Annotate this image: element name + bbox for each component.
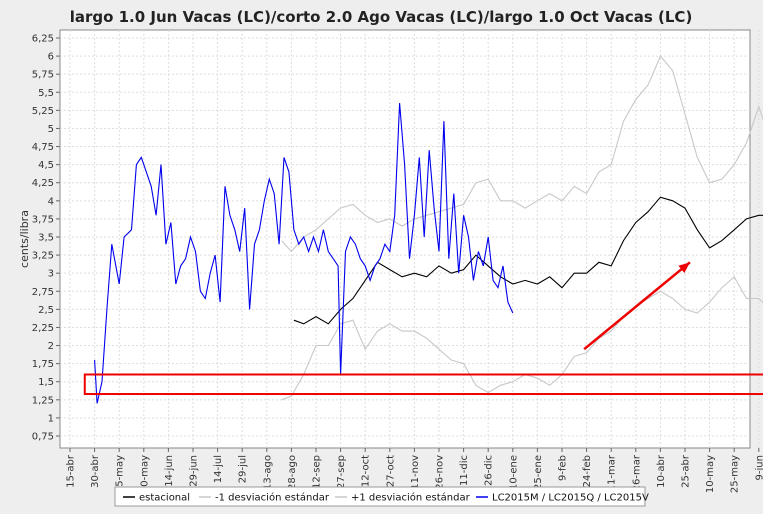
y-tick-label: 1,25 [32, 395, 54, 406]
y-tick-label: 2 [48, 341, 54, 352]
x-tick-label: 30-abr [90, 454, 101, 488]
y-tick-label: 5 [48, 124, 54, 135]
highlight-box [83, 373, 763, 396]
x-tick-label: 30-may [139, 455, 150, 493]
trend-arrow [583, 261, 691, 351]
x-tick-label: 25-abr [681, 454, 692, 488]
series-line-lc2015m-lc2015q-lc2015v [94, 103, 514, 404]
gridlines [60, 30, 760, 448]
y-tick-label: 2,25 [32, 323, 54, 334]
x-axis-ticks: 15-abr 30-abr 15-may 30-may 14-jun 29-jun 14-j… [66, 448, 763, 493]
y-tick-label: 4,25 [32, 178, 54, 189]
x-tick-label: 15-abr [66, 454, 77, 488]
x-tick-label: 26-dic [484, 455, 495, 486]
y-tick-label: 1 [48, 413, 54, 424]
chart-title: largo 1.0 Jun Vacas (LC)/corto 2.0 Ago V… [70, 8, 693, 26]
legend: estacional -1 desviación estándar +1 desvi… [114, 486, 649, 507]
y-tick-label: 5,75 [32, 70, 54, 81]
x-tick-label: 25-may [730, 455, 741, 493]
x-tick-label: 14-jul [213, 455, 224, 483]
y-tick-label: 4,75 [32, 142, 54, 153]
x-tick-label: 11-nov [410, 455, 421, 490]
annotations [83, 261, 763, 396]
x-tick-label: 11-mar [607, 454, 618, 491]
y-tick-label: 3,25 [32, 251, 54, 262]
y-tick-label: 3,5 [38, 233, 54, 244]
y-tick-label: 2,5 [38, 305, 54, 316]
y-tick-label: 5,5 [38, 88, 54, 99]
x-tick-label: 27-oct [385, 455, 396, 487]
y-tick-label: 2,75 [32, 287, 54, 298]
x-tick-label: 10-may [705, 455, 716, 493]
legend-label: -1 desviación estándar [215, 492, 330, 504]
x-tick-label: 15-may [115, 455, 126, 493]
y-tick-label: 4 [48, 196, 54, 207]
y-axis-ticks: 0,75 1 1,25 1,5 1,75 2 2,25 2,5 2,75 3 3,25 3,5 3,75… [32, 34, 60, 443]
x-tick-label: 9-jun [754, 455, 763, 480]
x-tick-label: 12-oct [361, 455, 372, 487]
y-tick-label: 6,25 [32, 34, 54, 45]
legend-label: +1 desviación estándar [351, 492, 471, 504]
x-tick-label: 10-abr [656, 454, 667, 488]
x-tick-label: 10-ene [508, 455, 519, 490]
arrow-head [678, 262, 690, 273]
legend-label: estacional [139, 493, 190, 504]
x-tick-label: 13-ago [262, 455, 273, 490]
x-tick-label: 14-jun [164, 455, 175, 487]
x-tick-label: 12-sep [312, 455, 323, 489]
x-tick-label: 29-jun [189, 455, 200, 487]
x-tick-label: 25-ene [533, 455, 544, 490]
x-tick-label: 26-nov [435, 455, 446, 490]
x-tick-label: 9-feb [558, 455, 569, 481]
x-tick-label: 28-ago [287, 455, 298, 490]
x-tick-label: 11-dic [459, 455, 470, 486]
y-tick-label: 3 [48, 269, 54, 280]
x-tick-label: 24-feb [582, 455, 593, 487]
x-tick-label: 29-jul [238, 455, 249, 483]
y-tick-label: 1,5 [38, 377, 54, 388]
y-tick-label: 0,75 [32, 432, 54, 443]
y-tick-label: 4,5 [38, 160, 54, 171]
y-tick-label: 6 [48, 52, 54, 63]
y-tick-label: 5,25 [32, 106, 54, 117]
y-tick-label: 1,75 [32, 359, 54, 370]
y-tick-label: 3,75 [32, 214, 54, 225]
x-tick-label: 27-sep [336, 455, 347, 489]
legend-box [114, 486, 646, 507]
series-line-estacional [293, 196, 763, 325]
y-axis-label: cents/libra [18, 210, 31, 268]
plot-area [59, 29, 751, 449]
series-line-1-desviaci-n-est-ndar [281, 55, 763, 253]
legend-label: LC2015M / LC2015Q / LC2015V [492, 493, 649, 504]
x-tick-label: 26-mar [631, 454, 642, 491]
